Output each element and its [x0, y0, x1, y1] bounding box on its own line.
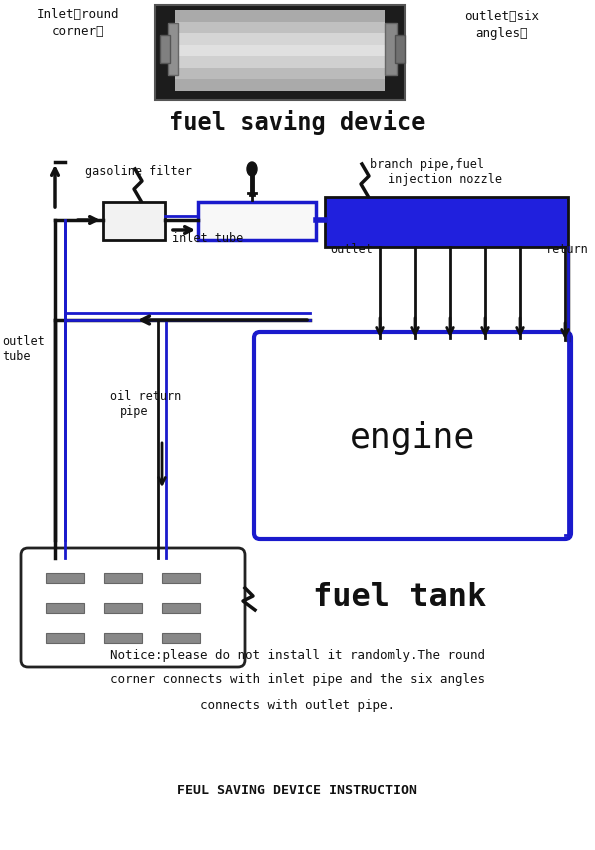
Text: pipe: pipe	[120, 405, 149, 418]
Text: Inlet（round: Inlet（round	[37, 8, 119, 21]
Bar	[325, 197, 568, 247]
FancyBboxPatch shape	[21, 548, 245, 667]
Bar	[155, 5, 405, 100]
Bar	[104, 573, 142, 583]
Bar	[162, 573, 200, 583]
Bar	[175, 21, 385, 33]
Bar	[168, 23, 178, 75]
Text: engine: engine	[349, 421, 475, 455]
Bar	[46, 633, 84, 643]
Text: fuel saving device: fuel saving device	[169, 110, 425, 134]
Text: branch pipe,fuel: branch pipe,fuel	[370, 158, 484, 171]
Text: gasoline filter: gasoline filter	[85, 165, 192, 178]
Text: inlet tube: inlet tube	[172, 232, 243, 245]
Text: outlet（six: outlet（six	[465, 10, 540, 23]
Text: Notice:please do not install it randomly.The round
corner connects with inlet pi: Notice:please do not install it randomly…	[109, 649, 484, 711]
Bar	[395, 35, 405, 63]
Text: angles）: angles）	[476, 27, 528, 40]
Text: corner）: corner）	[52, 25, 104, 38]
Bar	[104, 633, 142, 643]
Bar	[175, 44, 385, 56]
Bar	[162, 633, 200, 643]
Bar	[198, 202, 316, 240]
Bar	[103, 202, 165, 240]
Bar	[175, 67, 385, 79]
Bar	[162, 603, 200, 613]
Bar	[104, 603, 142, 613]
Text: fuel tank: fuel tank	[314, 582, 487, 614]
Bar	[175, 33, 385, 44]
Bar	[385, 23, 397, 75]
Text: outlet: outlet	[2, 335, 45, 348]
Bar	[160, 35, 170, 63]
Text: outlet: outlet	[330, 243, 372, 256]
Text: return: return	[546, 243, 588, 256]
Bar	[175, 56, 385, 67]
Bar	[175, 10, 385, 21]
Bar	[175, 79, 385, 90]
Text: oil return: oil return	[110, 390, 181, 403]
Ellipse shape	[247, 162, 257, 176]
Bar	[46, 573, 84, 583]
Text: tube: tube	[2, 350, 30, 363]
Text: injection nozzle: injection nozzle	[388, 173, 502, 186]
Bar	[46, 603, 84, 613]
Text: FEUL SAVING DEVICE INSTRUCTION: FEUL SAVING DEVICE INSTRUCTION	[177, 784, 417, 796]
FancyBboxPatch shape	[254, 332, 571, 539]
